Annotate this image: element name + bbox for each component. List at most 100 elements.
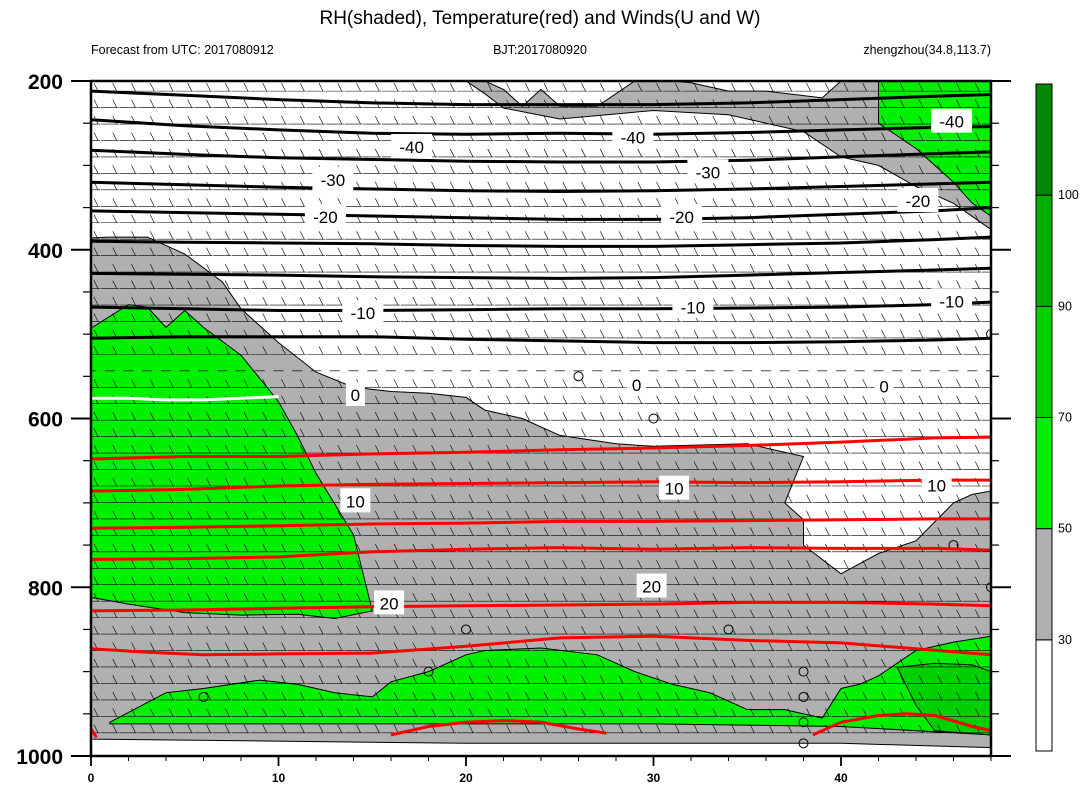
- wind-barb-flag: [393, 231, 399, 240]
- wind-barb-flag: [187, 198, 193, 207]
- wind-barb-flag: [543, 461, 549, 470]
- wind-barb-flag: [824, 428, 830, 437]
- wind-barb-flag: [149, 560, 155, 569]
- wind-barb-flag: [806, 444, 811, 454]
- wind-barb-flag: [374, 247, 380, 256]
- wind-barb-flag: [806, 494, 811, 503]
- wind-barb-flag: [468, 412, 474, 421]
- wind-barb-flag: [974, 395, 980, 404]
- wind-barb-flag: [581, 280, 586, 289]
- wind-barb-flag: [262, 99, 268, 108]
- wind-barb-flag: [243, 379, 249, 388]
- wind-barb-flag: [731, 148, 736, 158]
- wind-barb-flag: [431, 379, 436, 388]
- wind-barb-flag: [862, 329, 868, 339]
- wind-barb-flag: [524, 313, 530, 322]
- wind-barb-flag: [131, 313, 136, 322]
- wind-barb-flag: [918, 724, 924, 733]
- wind-barb-flag: [656, 181, 661, 190]
- rh-region-30-50-1: [465, 81, 991, 231]
- wind-barb-flag: [356, 263, 361, 273]
- wind-barb-flag: [206, 231, 211, 240]
- wind-barb-flag: [974, 379, 980, 388]
- wind-barb-flag: [131, 658, 136, 668]
- wind-barb-flag: [93, 510, 99, 520]
- wind-barb-flag: [731, 593, 736, 602]
- wind-barb-flag: [599, 148, 605, 158]
- wind-barb-flag: [843, 625, 849, 635]
- wind-barb-flag: [412, 576, 418, 585]
- wind-barb-flag: [637, 691, 643, 701]
- wind-barb-flag: [824, 165, 830, 174]
- wind-barb-flag: [656, 412, 661, 421]
- wind-barb-flag: [131, 576, 136, 585]
- temperature-contour--30-3: [91, 180, 991, 194]
- wind-barb-flag: [412, 231, 418, 240]
- wind-barb-flag: [749, 494, 755, 503]
- wind-barb-flag: [412, 461, 418, 470]
- wind-barb-flag: [974, 165, 980, 174]
- wind-barb-flag: [243, 444, 249, 454]
- wind-barb-flag: [693, 609, 699, 618]
- wind-barb-flag: [243, 691, 249, 701]
- wind-barb-flag: [562, 181, 568, 190]
- wind-barb-flag: [956, 132, 961, 141]
- wind-barb-flag: [843, 132, 849, 141]
- wind-barb-flag: [131, 461, 136, 470]
- wind-barb-flag: [299, 510, 305, 520]
- wind-barb-flag: [674, 724, 680, 733]
- wind-barb-flag: [356, 658, 361, 668]
- wind-barb-flag: [206, 247, 211, 256]
- wind-barb-flag: [637, 527, 643, 536]
- wind-barb-flag: [731, 510, 736, 520]
- wind-barb-flag: [206, 576, 211, 585]
- wind-barb-flag: [93, 724, 99, 733]
- wind-barb-flag: [243, 247, 249, 256]
- rh-region-70-90-5: [896, 662, 991, 736]
- wind-barb-flag: [243, 214, 249, 223]
- wind-barb-flag: [281, 214, 286, 223]
- wind-barb-flag: [468, 527, 474, 536]
- wind-barb-flag: [599, 165, 605, 174]
- wind-barb-flag: [731, 247, 736, 256]
- wind-barb-flag: [374, 428, 380, 437]
- wind-barb-flag: [131, 444, 136, 454]
- wind-barb-flag: [768, 675, 774, 684]
- wind-barb-flag: [562, 263, 568, 273]
- colorbar-label: 50: [1058, 522, 1072, 536]
- wind-barb-flag: [449, 296, 455, 306]
- wind-barb-flag: [262, 428, 268, 437]
- wind-barb-flag: [356, 593, 361, 602]
- wind-barb-flag: [862, 675, 868, 684]
- wind-barb-flag: [918, 329, 924, 339]
- wind-barb-flag: [731, 642, 736, 651]
- wind-barb-flag: [918, 231, 924, 240]
- wind-barb-flag: [937, 691, 943, 701]
- wind-barb-flag: [393, 198, 399, 207]
- wind-barb-flag: [112, 82, 118, 92]
- wind-barb-flag: [449, 625, 455, 635]
- wind-barb-flag: [112, 132, 118, 141]
- wind-barb-flag: [281, 115, 286, 125]
- wind-barb-flag: [168, 444, 174, 454]
- wind-barb-flag: [749, 724, 755, 733]
- contour-label: -20: [313, 208, 338, 227]
- wind-barb-flag: [937, 346, 943, 355]
- wind-barb-flag: [524, 115, 530, 125]
- wind-barb-flag: [768, 329, 774, 339]
- wind-barb-flag: [937, 527, 943, 536]
- wind-barb-flag: [656, 346, 661, 355]
- wind-barb-flag: [862, 724, 868, 733]
- wind-barb-flag: [487, 313, 493, 322]
- wind-barb-flag: [187, 263, 193, 273]
- contour-label-box: [374, 590, 405, 615]
- wind-barb-flag: [881, 609, 886, 618]
- wind-barb-flag: [262, 444, 268, 454]
- wind-barb-flag: [956, 165, 961, 174]
- wind-barb-flag: [299, 461, 305, 470]
- wind-barb-flag: [899, 379, 905, 388]
- wind-barb-flag: [374, 724, 380, 733]
- wind-barb-flag: [506, 593, 511, 602]
- wind-barb-flag: [956, 724, 961, 733]
